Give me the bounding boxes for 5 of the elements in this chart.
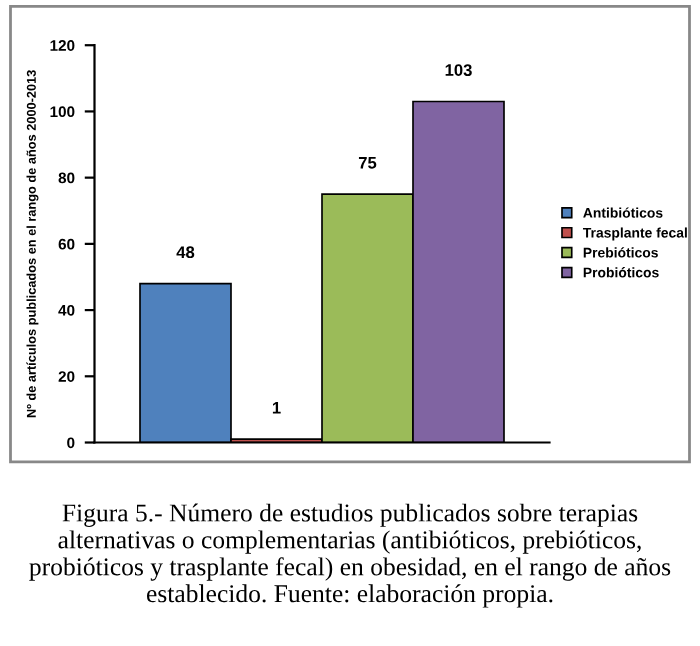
text: Figura 5.- Número de estudios publicados sobre terapias alternativas o complementarias (antibióticos, prebióticos, probióticos y trasplante fecal) en obesidad, en el rango de años establecido. Fuente: elaboración propia. (29, 503, 671, 608)
data-label: 48 (176, 246, 195, 259)
data-label: 1 (272, 402, 281, 414)
data-label: 103 (445, 64, 472, 77)
data-label: 75 (358, 157, 377, 169)
